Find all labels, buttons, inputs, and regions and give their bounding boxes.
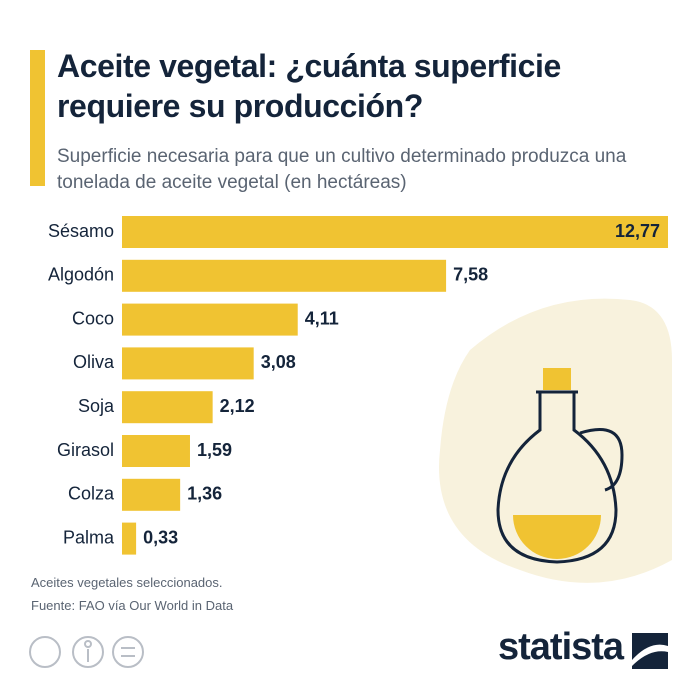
accent-bar [30, 50, 45, 186]
category-label: Girasol [57, 440, 114, 460]
note: Fuente: FAO vía Our World in Data [31, 598, 233, 613]
value-label: 1,59 [197, 440, 232, 460]
value-label: 4,11 [305, 308, 339, 328]
bar [122, 435, 190, 467]
bar [122, 523, 136, 555]
cork [543, 368, 571, 390]
value-label: 3,08 [261, 352, 296, 372]
bar [122, 216, 668, 248]
value-label: 12,77 [615, 221, 660, 241]
value-label: 7,58 [453, 265, 488, 285]
note: Aceites vegetales seleccionados. [31, 575, 223, 590]
category-label: Soja [78, 396, 115, 416]
chart-title: Aceite vegetal: ¿cuánta superficie requi… [57, 46, 669, 126]
chart-subtitle: Superficie necesaria para que un cultivo… [57, 144, 647, 196]
bar [122, 479, 180, 511]
brand: statista [498, 626, 623, 669]
category-label: Sésamo [48, 221, 114, 241]
infographic: Sésamo 12,77 Algodón 7,58 Coco 4,11 Oliva 3,08 S… [0, 0, 674, 679]
value-label: 0,33 [143, 527, 178, 547]
category-label: Oliva [73, 352, 115, 372]
bar [122, 391, 213, 423]
value-label: 1,36 [187, 484, 222, 504]
category-label: Colza [68, 484, 115, 504]
license-icons [30, 637, 143, 667]
value-label: 2,12 [220, 396, 255, 416]
category-label: Coco [72, 308, 114, 328]
category-label: Algodón [48, 265, 114, 285]
brand-icon [632, 633, 668, 669]
bar [122, 304, 298, 336]
bar [122, 260, 446, 292]
category-label: Palma [63, 527, 115, 547]
bar [122, 347, 254, 379]
